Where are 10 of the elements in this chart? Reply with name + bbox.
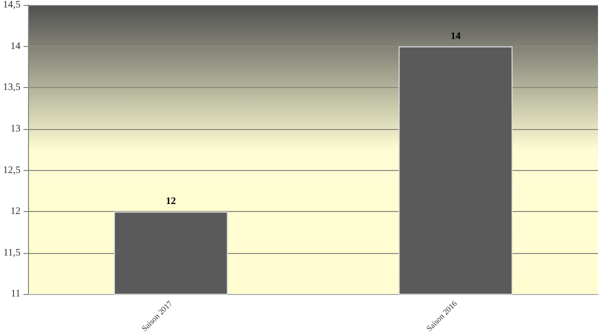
y-tick-label: 13,5 (3, 82, 20, 94)
y-tick-label: 12 (10, 206, 20, 218)
y-tick-label: 14 (10, 40, 20, 52)
y-tick-label: 11,5 (3, 247, 20, 258)
y-tick-label: 13 (10, 123, 20, 134)
y-tick-label: 14,5 (3, 0, 20, 10)
y-tick-label: 11 (10, 288, 20, 300)
y-tick-label: 12,5 (3, 164, 20, 176)
data-label: 14 (450, 30, 461, 42)
data-label: 12 (166, 196, 176, 208)
